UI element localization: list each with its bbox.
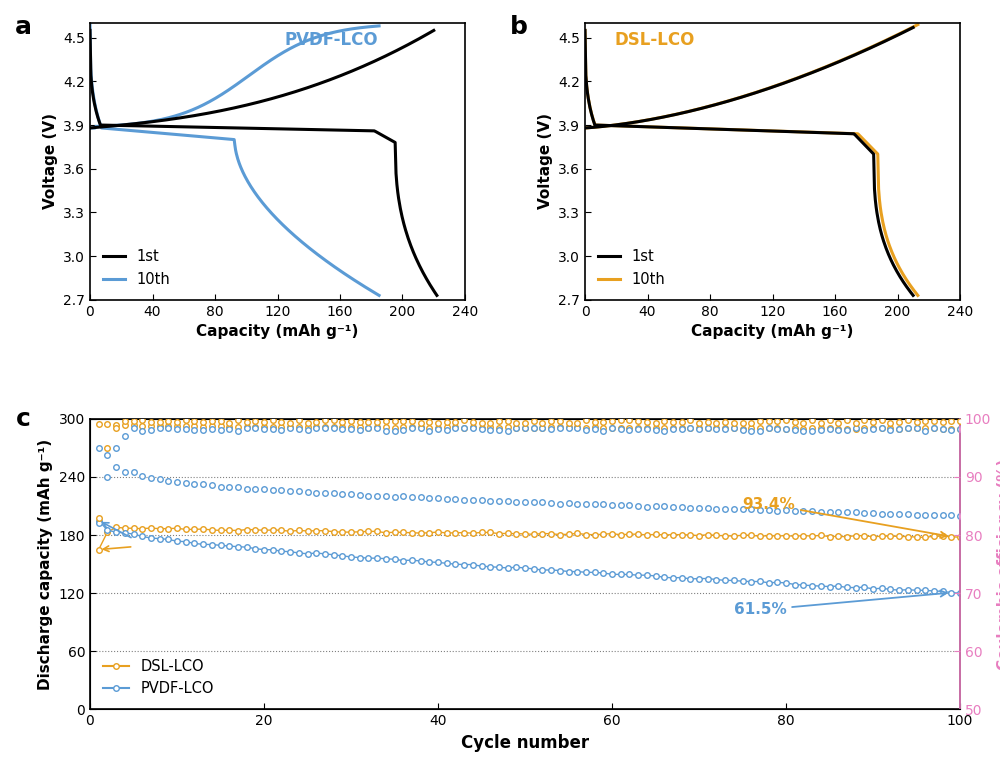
- Y-axis label: Voltage (V): Voltage (V): [43, 113, 58, 210]
- Legend: 1st, 10th: 1st, 10th: [97, 244, 176, 292]
- Legend: 1st, 10th: 1st, 10th: [592, 244, 671, 292]
- Y-axis label: Voltage (V): Voltage (V): [538, 113, 553, 210]
- X-axis label: Cycle number: Cycle number: [461, 734, 589, 752]
- X-axis label: Capacity (mAh g⁻¹): Capacity (mAh g⁻¹): [196, 324, 359, 339]
- Text: PVDF-LCO: PVDF-LCO: [285, 32, 379, 49]
- X-axis label: Capacity (mAh g⁻¹): Capacity (mAh g⁻¹): [691, 324, 854, 339]
- Y-axis label: Discharge capacity (mAh g⁻¹): Discharge capacity (mAh g⁻¹): [38, 439, 53, 689]
- Text: 93.4%: 93.4%: [743, 497, 947, 538]
- Text: 61.5%: 61.5%: [734, 591, 947, 618]
- Text: b: b: [510, 15, 528, 39]
- Y-axis label: Coulombic efficiency (%): Coulombic efficiency (%): [997, 459, 1000, 670]
- Text: a: a: [15, 15, 32, 39]
- Text: DSL-LCO: DSL-LCO: [615, 32, 695, 49]
- Text: c: c: [16, 407, 31, 431]
- Legend: DSL-LCO, PVDF-LCO: DSL-LCO, PVDF-LCO: [97, 653, 220, 702]
